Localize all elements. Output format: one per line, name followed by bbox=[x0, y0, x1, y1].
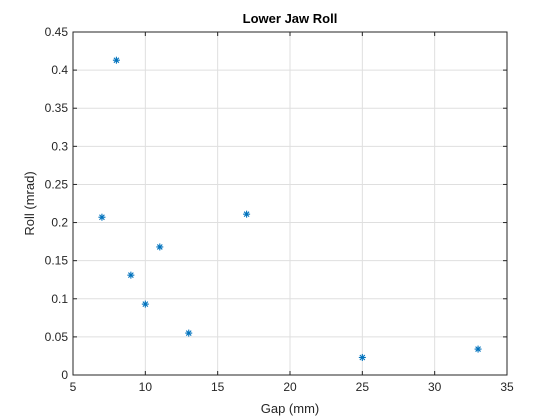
x-tick-label: 25 bbox=[356, 380, 370, 394]
x-tick-label: 35 bbox=[500, 380, 514, 394]
data-point bbox=[243, 210, 251, 218]
data-point bbox=[474, 345, 482, 353]
data-point bbox=[112, 56, 120, 64]
data-point bbox=[358, 353, 366, 361]
x-tick-label: 30 bbox=[428, 380, 442, 394]
x-tick-label: 20 bbox=[283, 380, 297, 394]
axis-ticks: 5 10 15 20 25 30 35 0 0.05 0.1 0.15 0.2 0.25 0.3 0.35 0… bbox=[45, 25, 514, 394]
y-tick-label: 0.15 bbox=[45, 254, 69, 268]
data-point bbox=[185, 329, 193, 337]
y-tick-label: 0.3 bbox=[51, 139, 68, 153]
data-point bbox=[127, 271, 135, 279]
y-tick-label: 0.4 bbox=[51, 63, 68, 77]
y-tick-label: 0.2 bbox=[51, 216, 68, 230]
y-axis-title: Roll (mrad) bbox=[22, 171, 37, 235]
x-axis-title: Gap (mm) bbox=[261, 401, 320, 416]
x-tick-label: 5 bbox=[70, 380, 77, 394]
data-point bbox=[141, 300, 149, 308]
y-tick-label: 0.35 bbox=[45, 101, 69, 115]
y-tick-label: 0 bbox=[61, 368, 68, 382]
y-tick-label: 0.05 bbox=[45, 330, 69, 344]
y-tick-label: 0.45 bbox=[45, 25, 69, 39]
y-tick-label: 0.25 bbox=[45, 177, 69, 191]
data-point bbox=[156, 243, 164, 251]
data-point bbox=[98, 213, 106, 221]
x-tick-label: 10 bbox=[139, 380, 153, 394]
chart-title: Lower Jaw Roll bbox=[243, 11, 338, 26]
y-tick-label: 0.1 bbox=[51, 292, 68, 306]
data-points bbox=[98, 56, 482, 361]
x-tick-label: 15 bbox=[211, 380, 225, 394]
